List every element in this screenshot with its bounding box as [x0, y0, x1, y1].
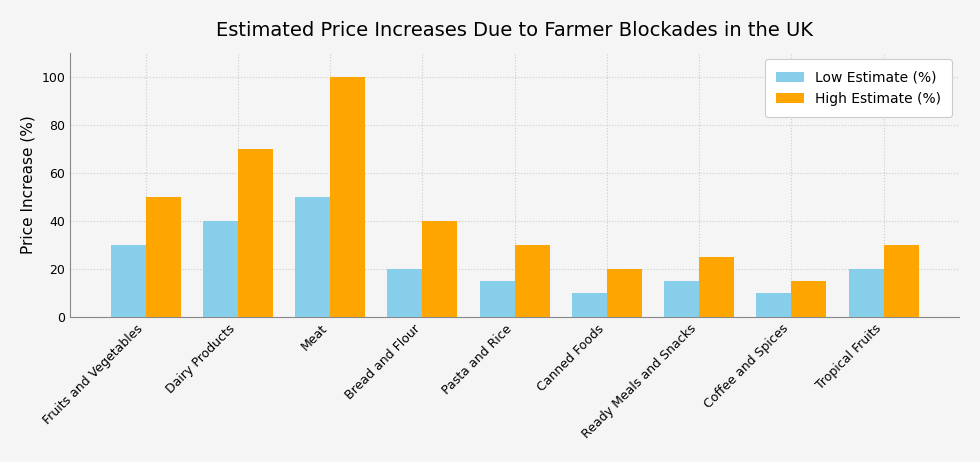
Bar — [792, 281, 826, 317]
Bar — [422, 221, 458, 317]
Title: Estimated Price Increases Due to Farmer Blockades in the UK: Estimated Price Increases Due to Farmer … — [217, 21, 813, 40]
Bar — [387, 269, 422, 317]
Bar — [514, 245, 550, 317]
Legend: Low Estimate (%), High Estimate (%): Low Estimate (%), High Estimate (%) — [765, 60, 953, 116]
Bar — [664, 281, 699, 317]
Bar — [607, 269, 642, 317]
Bar — [111, 245, 146, 317]
Bar — [479, 281, 514, 317]
Bar — [699, 257, 734, 317]
Bar — [146, 197, 180, 317]
Bar — [884, 245, 919, 317]
Bar — [572, 293, 607, 317]
Bar — [203, 221, 238, 317]
Bar — [330, 77, 366, 317]
Y-axis label: Price Increase (%): Price Increase (%) — [21, 116, 36, 254]
Bar — [238, 149, 272, 317]
Bar — [849, 269, 884, 317]
Bar — [757, 293, 792, 317]
Bar — [295, 197, 330, 317]
